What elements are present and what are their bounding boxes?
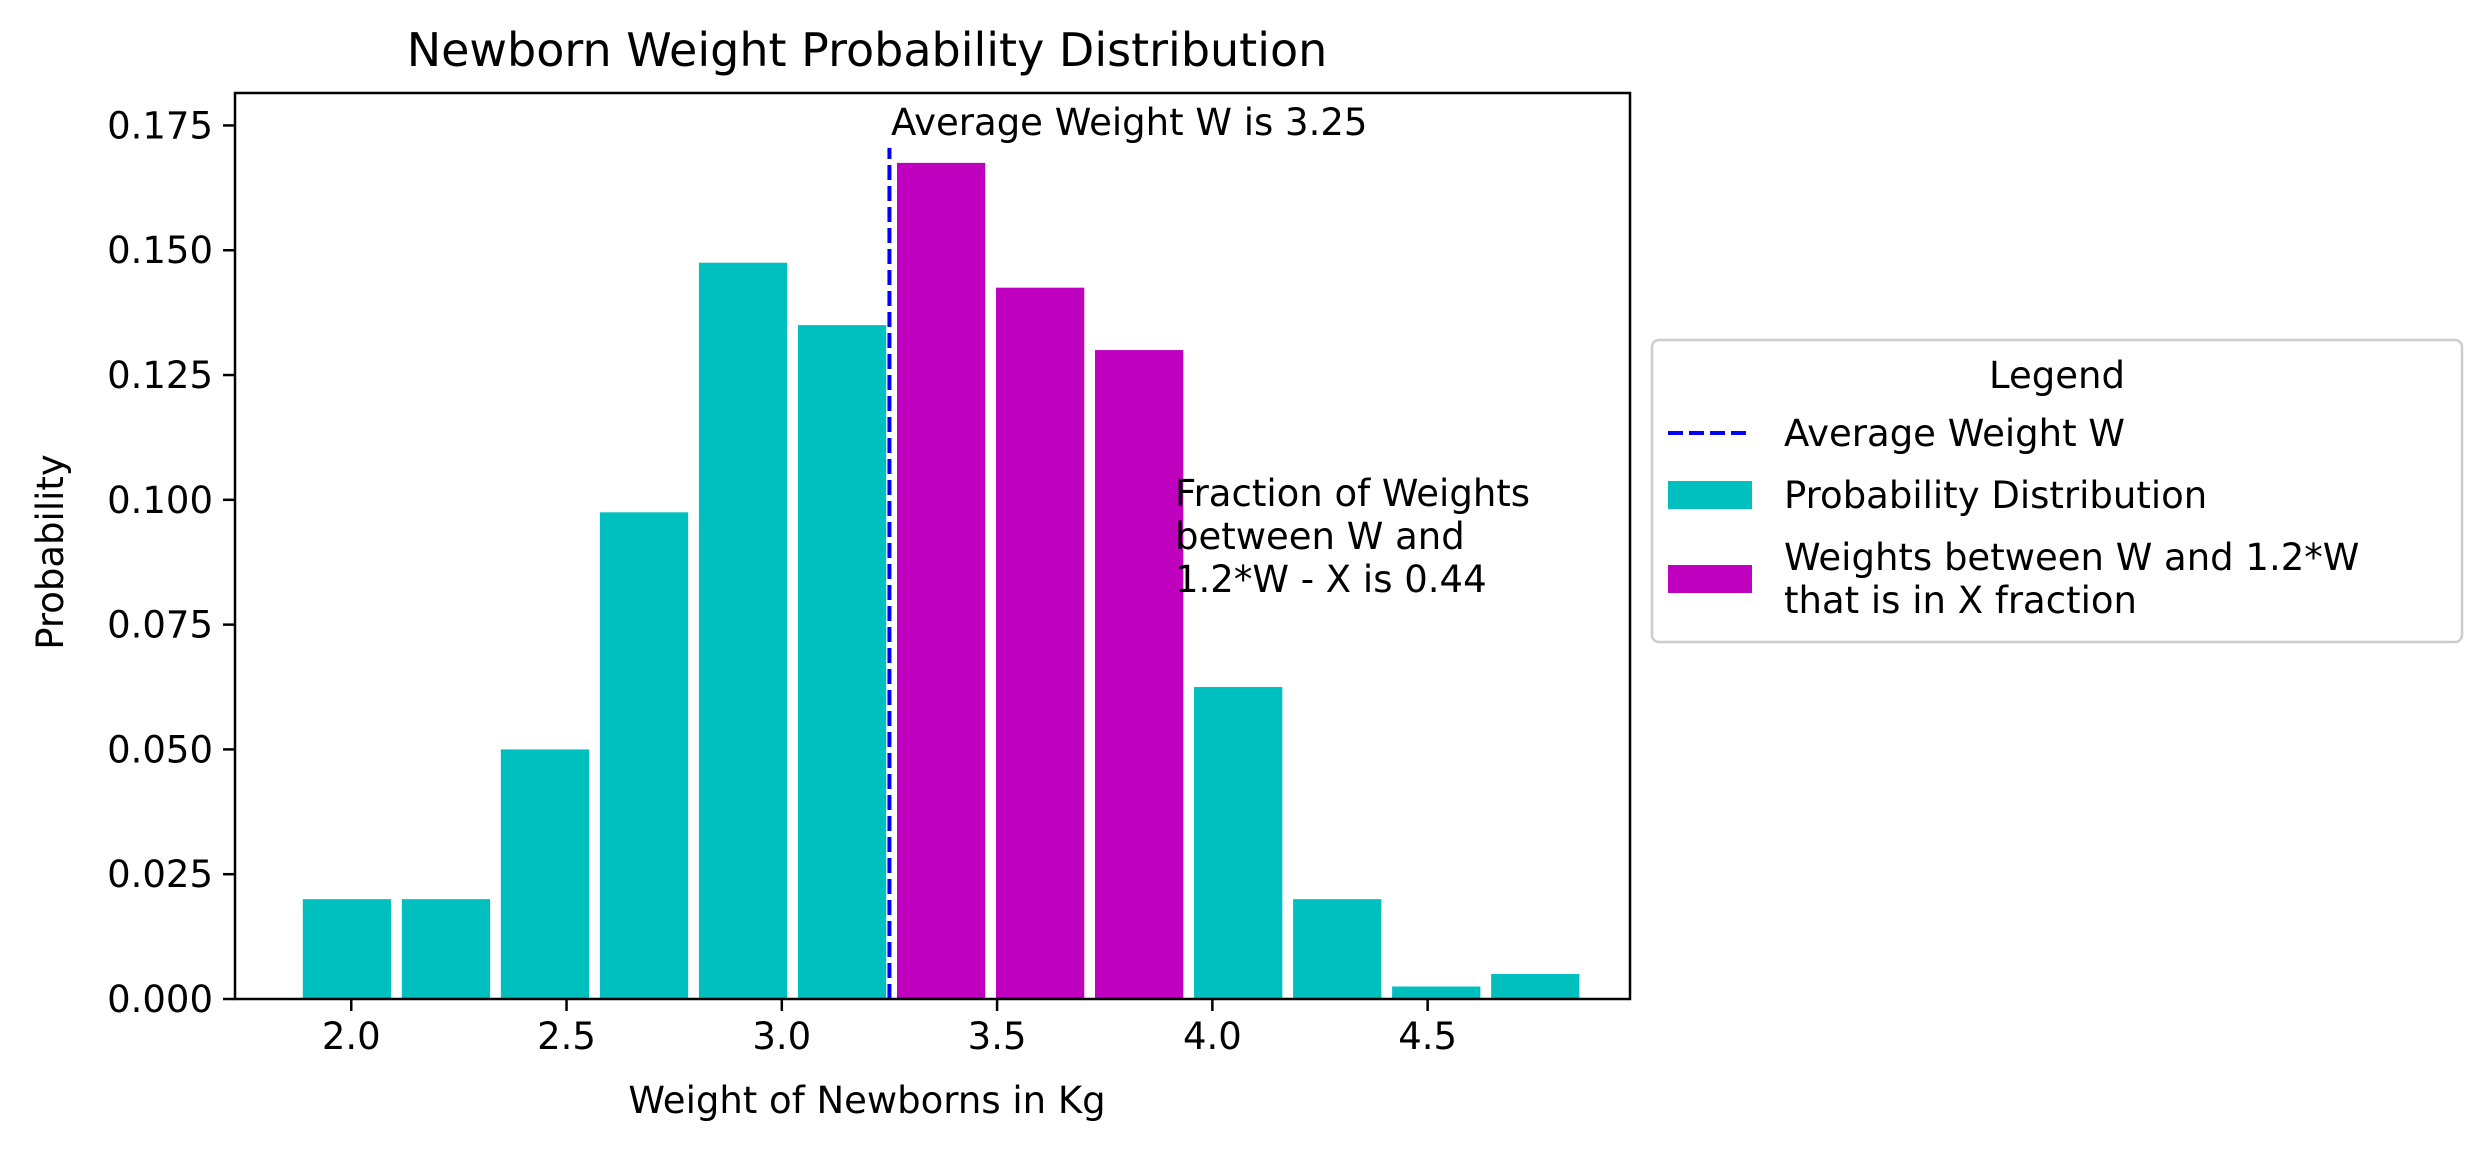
y-tick-label: 0.075 (107, 604, 213, 647)
y-tick-label: 0.125 (107, 354, 213, 397)
x-axis: 2.0 2.5 3.0 3.5 4.0 4.5 (322, 999, 1457, 1058)
chart-title: Newborn Weight Probability Distribution (407, 23, 1328, 77)
fraction-annotation-line: Fraction of Weights (1175, 472, 1530, 515)
bar-range (1095, 350, 1184, 999)
legend-title: Legend (1989, 354, 2125, 397)
y-axis-label: Probability (29, 454, 72, 650)
bar-distribution (1392, 986, 1481, 999)
y-tick-label: 0.100 (107, 479, 213, 522)
y-tick-label: 0.000 (107, 978, 213, 1021)
legend-swatch-distribution (1668, 481, 1752, 509)
bar-distribution (599, 512, 689, 999)
legend-entry-label: that is in X fraction (1784, 579, 2137, 622)
bar-distribution (1293, 899, 1382, 999)
y-tick-label: 0.150 (107, 229, 213, 272)
legend-entry-label: Average Weight W (1784, 412, 2125, 455)
bar-distribution (698, 262, 788, 1000)
x-tick-label: 4.5 (1398, 1015, 1457, 1058)
y-tick-label: 0.025 (107, 853, 213, 896)
fraction-annotation-line: between W and (1175, 515, 1465, 558)
x-axis-label: Weight of Newborns in Kg (628, 1079, 1105, 1122)
bar-range (996, 287, 1085, 999)
bar-distribution (797, 325, 887, 999)
legend-entry-label: Probability Distribution (1784, 474, 2207, 517)
x-tick-label: 4.0 (1183, 1015, 1242, 1058)
average-annotation: Average Weight W is 3.25 (891, 101, 1367, 144)
x-tick-label: 3.0 (752, 1015, 811, 1058)
bars-layer (302, 162, 1580, 1000)
bar-distribution (401, 899, 491, 999)
x-tick-label: 2.5 (537, 1015, 596, 1058)
y-tick-label: 0.050 (107, 728, 213, 771)
bar-distribution (1194, 687, 1283, 999)
bar-distribution (302, 899, 392, 999)
bar-distribution (1491, 974, 1580, 999)
legend: Legend Average Weight W Probability Distri… (1650, 338, 2464, 644)
legend-box (1650, 338, 2464, 644)
bar-range (896, 162, 986, 999)
legend-swatch-range (1668, 565, 1752, 593)
legend-entry-label: Weights between W and 1.2*W (1784, 536, 2359, 579)
y-axis: 0.000 0.025 0.050 0.075 0.100 0.125 0.150 0.175 (107, 104, 235, 1021)
x-tick-label: 2.0 (322, 1015, 381, 1058)
plot-frame (233, 91, 1632, 1001)
bar-distribution (500, 749, 590, 999)
x-tick-label: 3.5 (968, 1015, 1027, 1058)
y-tick-label: 0.175 (107, 104, 213, 147)
fraction-annotation-line: 1.2*W - X is 0.44 (1175, 558, 1487, 601)
